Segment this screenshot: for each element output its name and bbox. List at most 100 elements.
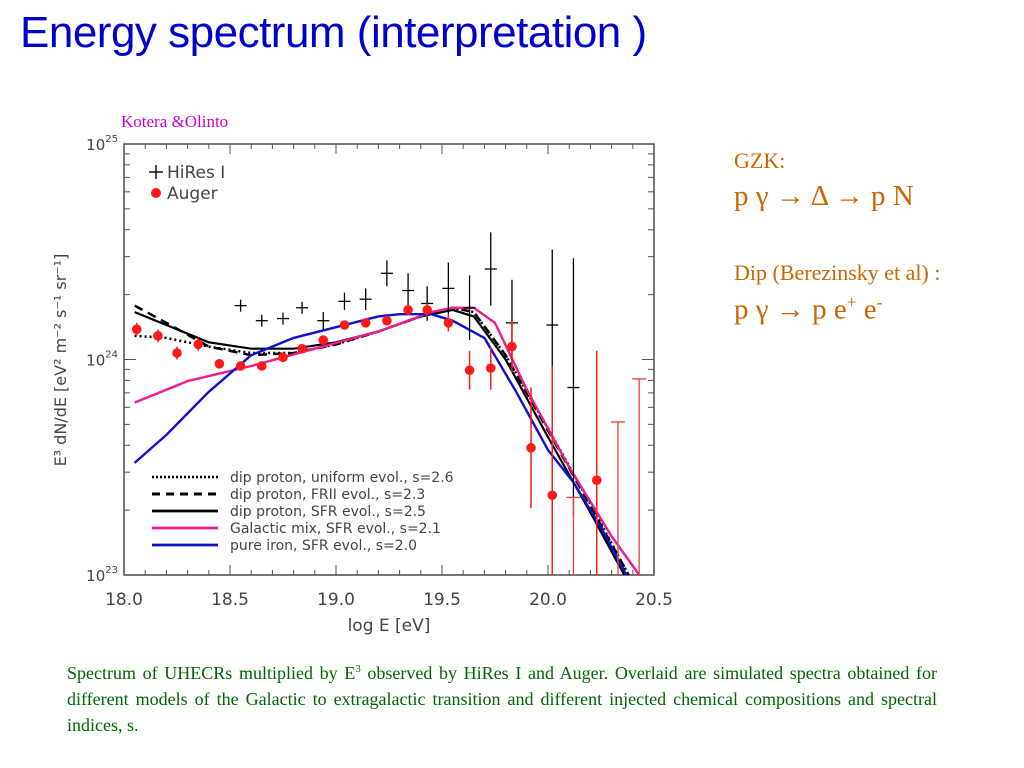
dip-equation-positron-sup: + — [846, 292, 857, 312]
legend-label: dip proton, SFR evol., s=2.5 — [230, 504, 426, 520]
hires-point — [234, 299, 247, 312]
dip-equation: p γ → p e+ e- — [734, 292, 882, 327]
slide-title: Energy spectrum (interpretation ) — [20, 8, 647, 57]
hires-point — [484, 232, 497, 306]
hires-point — [296, 301, 309, 314]
auger-point — [153, 329, 163, 343]
auger-point — [507, 320, 517, 373]
auger-point-marker — [422, 305, 432, 315]
auger-point-marker — [339, 320, 350, 330]
x-tick-label: 20.0 — [529, 590, 567, 610]
figure-caption: Spectrum of UHECRs multiplied by E3 obse… — [67, 656, 937, 738]
auger-point — [403, 305, 413, 315]
auger-point — [193, 337, 203, 351]
auger-point-marker — [547, 490, 558, 501]
legend-label: dip proton, FRII evol., s=2.3 — [230, 487, 425, 503]
auger-point-marker — [403, 305, 413, 315]
legend-entry: pure iron, SFR evol., s=2.0 — [152, 538, 417, 554]
auger-point-marker — [485, 363, 496, 373]
model-curves — [133, 304, 641, 575]
auger-point — [443, 314, 454, 332]
x-tick-label: 20.5 — [635, 590, 673, 610]
hires-point — [567, 258, 580, 517]
hires-point — [277, 312, 289, 325]
dip-equation-base: p γ → p e — [734, 293, 847, 326]
legend-auger-marker — [151, 188, 161, 198]
auger-point — [526, 387, 536, 509]
auger-point — [360, 318, 371, 328]
legend-label: Galactic mix, SFR evol., s=2.1 — [230, 521, 441, 537]
legend-label: pure iron, SFR evol., s=2.0 — [230, 538, 417, 554]
auger-point — [547, 365, 558, 575]
auger-point-marker — [464, 365, 475, 376]
auger-point-marker — [278, 352, 288, 363]
auger-point-marker — [235, 361, 246, 371]
x-tick-label: 18.5 — [211, 590, 249, 610]
chart-credit: Kotera &Olinto — [121, 112, 229, 131]
hires-point — [338, 292, 351, 310]
y-tick-label: 1024 — [86, 350, 118, 370]
auger-point-marker — [153, 330, 163, 341]
auger-point-marker — [591, 475, 602, 485]
curve-galactic-mix-sfr-evol-s-2-1 — [134, 306, 641, 575]
caption-part2: observed by HiRes I and Auger. Overlaid … — [67, 663, 938, 735]
auger-point — [382, 315, 392, 326]
auger-point — [339, 320, 350, 330]
x-tick-label: 19.0 — [317, 590, 355, 610]
hires-point — [402, 273, 415, 308]
caption-sup: 3 — [355, 663, 361, 675]
hires-point — [317, 312, 330, 330]
auger-point — [422, 303, 432, 317]
x-tick-label: 18.0 — [105, 590, 143, 610]
auger-point — [214, 359, 225, 369]
auger-upper-limit — [610, 421, 625, 575]
legend-hires: HiRes I — [149, 163, 225, 183]
y-tick-label: 1023 — [86, 565, 118, 585]
hires-point — [442, 262, 455, 315]
auger-point — [172, 346, 182, 360]
auger-point-marker — [297, 343, 307, 354]
caption-part1: Spectrum of UHECRs multiplied by E — [67, 663, 356, 683]
y-axis-label: E³ dN/dE [eV² m⁻² s⁻¹ sr⁻¹] — [51, 254, 70, 467]
legend-auger-label: Auger — [167, 184, 218, 204]
auger-point-marker — [131, 324, 142, 335]
auger-point-marker — [443, 318, 454, 328]
auger-point-marker — [360, 318, 371, 328]
auger-point — [464, 350, 475, 390]
hires-point — [359, 288, 372, 310]
axes: 18.0 18.5 19.0 19.5 20.0 20.5 1025 1024 1023 log … — [51, 134, 673, 636]
auger-point — [235, 361, 246, 371]
y-tick-label: 1025 — [86, 134, 118, 154]
legend-entry: dip proton, uniform evol., s=2.6 — [152, 470, 454, 486]
auger-point — [257, 361, 267, 371]
hires-point — [380, 260, 393, 287]
energy-spectrum-chart: 18.0 18.5 19.0 19.5 20.0 20.5 1025 1024 1023 log … — [51, 134, 673, 636]
legend-entry: dip proton, SFR evol., s=2.5 — [152, 504, 426, 520]
legend-label: dip proton, uniform evol., s=2.6 — [230, 470, 454, 486]
auger-point-marker — [382, 315, 392, 326]
legend-entry: Galactic mix, SFR evol., s=2.1 — [152, 521, 441, 537]
data-points — [131, 232, 647, 575]
x-tick-label: 19.5 — [423, 590, 461, 610]
auger-point-marker — [526, 443, 536, 453]
auger-point-marker — [257, 361, 267, 371]
hires-point — [463, 275, 476, 341]
auger-upper-limit — [632, 378, 647, 575]
auger-point — [297, 343, 307, 354]
hires-point — [255, 314, 268, 327]
auger-point — [318, 335, 329, 345]
auger-point — [278, 352, 288, 363]
auger-point-marker — [507, 341, 517, 352]
dip-label: Dip (Berezinsky et al) : — [734, 260, 941, 285]
auger-point — [485, 346, 496, 390]
auger-upper-limit — [566, 496, 581, 575]
x-axis-label: log E [eV] — [348, 616, 431, 636]
legend-auger: Auger — [151, 184, 218, 204]
auger-point — [131, 322, 142, 336]
auger-point-marker — [214, 359, 225, 369]
auger-point — [591, 350, 602, 575]
dip-equation-electron-sup: - — [876, 292, 883, 312]
dip-equation-electron: e — [856, 293, 877, 326]
auger-point-marker — [318, 335, 329, 345]
